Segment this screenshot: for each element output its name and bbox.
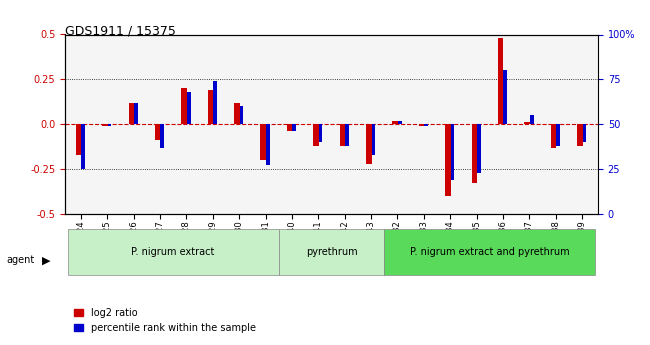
- Bar: [134, 103, 138, 124]
- Bar: [287, 124, 292, 131]
- FancyBboxPatch shape: [384, 229, 595, 275]
- FancyBboxPatch shape: [68, 229, 279, 275]
- Bar: [530, 115, 534, 124]
- Bar: [450, 124, 454, 180]
- Bar: [419, 124, 424, 126]
- Bar: [108, 124, 111, 126]
- Bar: [551, 124, 556, 148]
- Bar: [187, 92, 190, 124]
- Bar: [81, 124, 85, 169]
- Bar: [393, 121, 398, 124]
- Bar: [266, 124, 270, 166]
- Text: ▶: ▶: [42, 256, 51, 265]
- Text: pyrethrum: pyrethrum: [306, 247, 358, 257]
- Bar: [102, 124, 108, 126]
- Bar: [556, 124, 560, 146]
- Bar: [208, 90, 213, 124]
- Text: P. nigrum extract and pyrethrum: P. nigrum extract and pyrethrum: [410, 247, 569, 257]
- Bar: [292, 124, 296, 131]
- Bar: [525, 122, 530, 124]
- Bar: [181, 88, 187, 124]
- Text: GDS1911 / 15375: GDS1911 / 15375: [65, 24, 176, 37]
- Bar: [161, 124, 164, 148]
- Bar: [445, 124, 450, 196]
- Bar: [261, 124, 266, 160]
- Bar: [582, 124, 586, 142]
- Bar: [345, 124, 349, 146]
- Bar: [398, 121, 402, 124]
- Bar: [339, 124, 345, 146]
- Bar: [577, 124, 582, 146]
- Bar: [129, 103, 134, 124]
- FancyBboxPatch shape: [279, 229, 384, 275]
- Text: P. nigrum extract: P. nigrum extract: [131, 247, 215, 257]
- Bar: [313, 124, 318, 146]
- Bar: [76, 124, 81, 155]
- Bar: [471, 124, 477, 184]
- Bar: [234, 103, 240, 124]
- Bar: [477, 124, 481, 172]
- Bar: [372, 124, 375, 155]
- Bar: [318, 124, 322, 142]
- Bar: [213, 81, 217, 124]
- Bar: [366, 124, 372, 164]
- Bar: [498, 38, 504, 124]
- Bar: [424, 124, 428, 126]
- Bar: [504, 70, 507, 124]
- Bar: [155, 124, 161, 140]
- Legend: log2 ratio, percentile rank within the sample: log2 ratio, percentile rank within the s…: [70, 304, 260, 337]
- Bar: [240, 106, 243, 124]
- Text: agent: agent: [6, 256, 34, 265]
